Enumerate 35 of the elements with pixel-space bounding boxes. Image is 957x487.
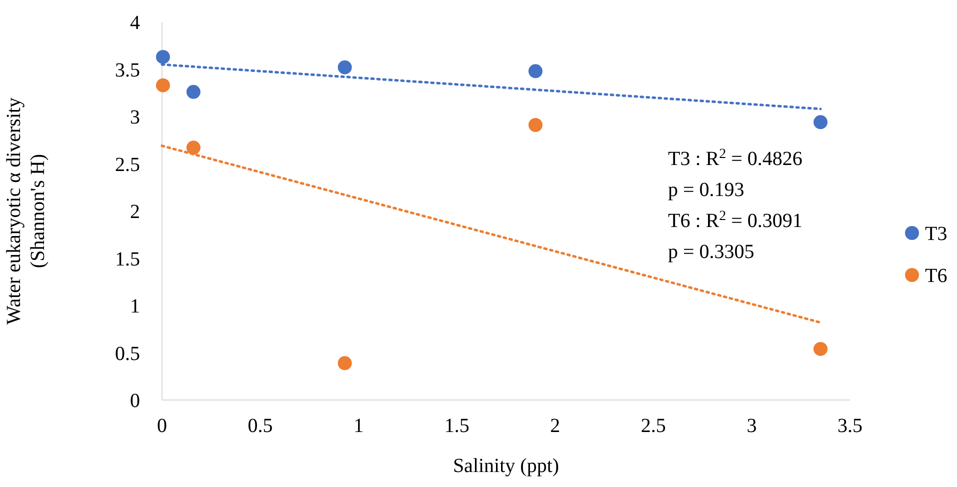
point	[528, 64, 542, 78]
annotation: T3 : R$^{2}$ = 0.4826	[668, 146, 802, 170]
point	[528, 118, 542, 132]
annotation: p = 0.193	[668, 179, 744, 201]
y-tick-label: 3.5	[115, 59, 140, 82]
y-tick-label: 0.5	[115, 342, 140, 365]
y-tick-label: 2	[130, 201, 140, 223]
y-tick-label: 4	[130, 12, 140, 34]
point	[186, 140, 200, 155]
x-tick-label: 3	[746, 415, 757, 437]
x-tick-label: 2	[550, 415, 560, 437]
x-tick-label: 0	[157, 415, 167, 437]
y-tick-label: 3	[130, 106, 140, 128]
x-tick-label: 2.5	[640, 415, 666, 437]
x-tick-label: 1	[354, 415, 364, 437]
legend-label: T3	[925, 223, 948, 245]
y-tick-label: 1.5	[115, 248, 140, 270]
annotation: p = 0.3305	[668, 241, 754, 263]
annotation: T6 : R$^{2}$ = 0.3091	[668, 208, 802, 232]
x-tick-label: 1.5	[444, 415, 470, 437]
y-tick-label: 0	[130, 390, 140, 412]
point	[338, 60, 352, 74]
point	[814, 115, 828, 130]
x-tick-label: 3.5	[838, 415, 862, 437]
x-axis-title: Salinity (ppt)	[452, 455, 560, 477]
point	[156, 50, 170, 64]
y-tick-label: 2.5	[115, 154, 140, 176]
y-tick-label: 1	[130, 296, 140, 318]
point	[814, 342, 828, 356]
point	[156, 78, 170, 92]
point	[186, 84, 200, 99]
x-tick-label: 0.5	[248, 415, 273, 437]
y-axis-title: Water eukaryotic α diversity (Shannon's H)	[3, 97, 49, 325]
legend-label: T6	[925, 265, 948, 287]
point	[338, 356, 352, 370]
